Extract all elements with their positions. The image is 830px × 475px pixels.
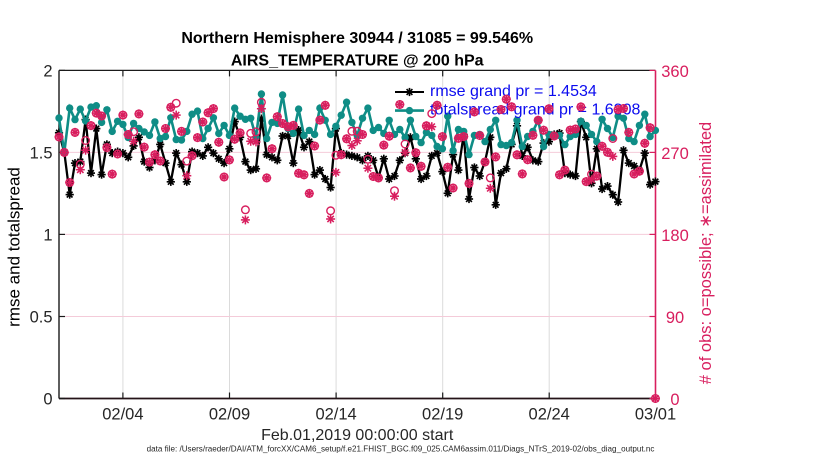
svg-text:360: 360 xyxy=(661,63,689,81)
svg-text:02/09: 02/09 xyxy=(209,406,250,424)
svg-text:180: 180 xyxy=(661,227,689,245)
svg-text:0.5: 0.5 xyxy=(30,308,53,326)
svg-text:data file: /Users/raeder/DAI/A: data file: /Users/raeder/DAI/ATM_forcXX/… xyxy=(147,444,655,453)
svg-text:rmse grand pr = 1.4534: rmse grand pr = 1.4534 xyxy=(430,83,597,100)
svg-text:02/19: 02/19 xyxy=(422,406,463,424)
svg-text:1.5: 1.5 xyxy=(30,144,53,162)
svg-text:270: 270 xyxy=(661,145,689,163)
svg-text:Northern Hemisphere 30944 / 31: Northern Hemisphere 30944 / 31085 = 99.5… xyxy=(181,30,533,47)
svg-text:totalspread grand pr = 1.6308: totalspread grand pr = 1.6308 xyxy=(430,102,640,119)
svg-text:03/01: 03/01 xyxy=(635,406,676,424)
svg-text:02/24: 02/24 xyxy=(529,406,570,424)
svg-text:rmse and totalspread: rmse and totalspread xyxy=(5,167,24,327)
svg-text:2: 2 xyxy=(43,62,52,80)
svg-text:# of obs: o=possible; ∗=assimi: # of obs: o=possible; ∗=assimilated xyxy=(697,122,715,384)
svg-text:1: 1 xyxy=(43,226,52,244)
svg-text:Feb.01,2019 00:00:00 start: Feb.01,2019 00:00:00 start xyxy=(261,427,454,444)
svg-text:0: 0 xyxy=(670,391,679,409)
svg-text:90: 90 xyxy=(666,309,684,327)
svg-text:0: 0 xyxy=(43,391,52,409)
svg-text:02/14: 02/14 xyxy=(315,406,356,424)
svg-text:02/04: 02/04 xyxy=(102,406,143,424)
svg-text:AIRS_TEMPERATURE @ 200 hPa: AIRS_TEMPERATURE @ 200 hPa xyxy=(231,52,484,69)
